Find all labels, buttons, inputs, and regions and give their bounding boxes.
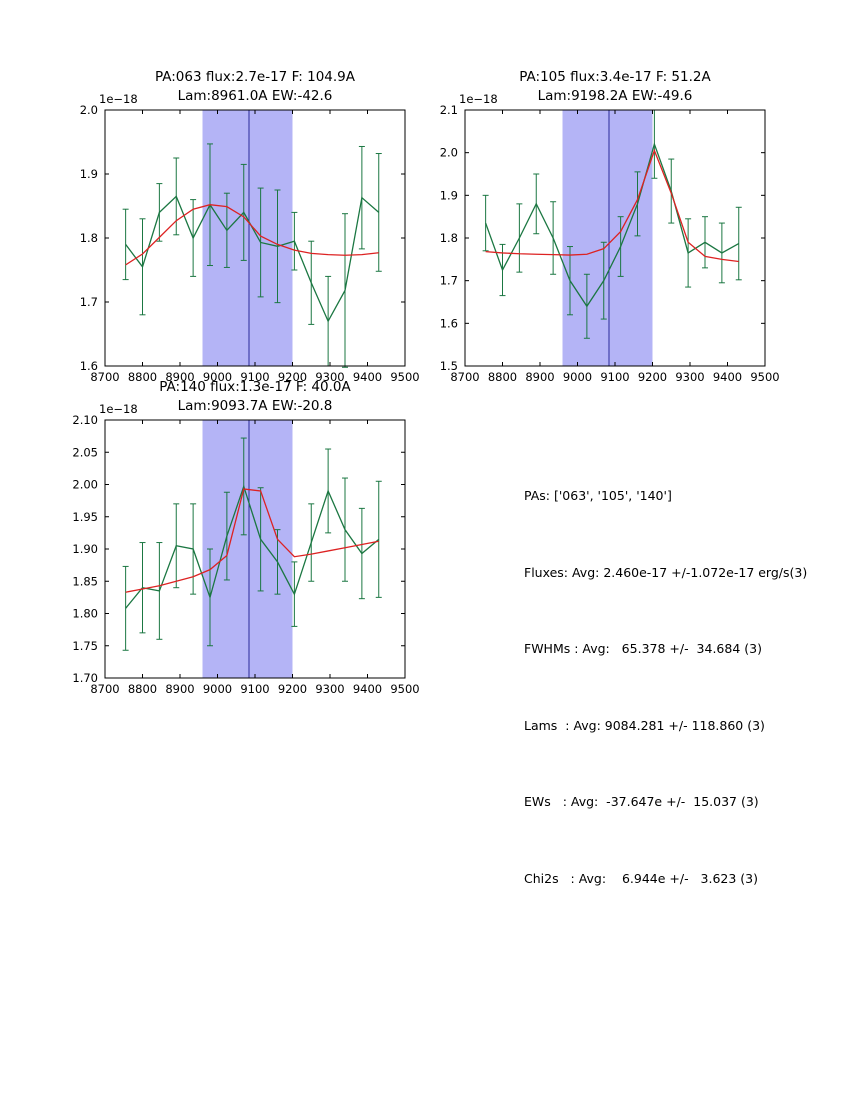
tick-labels: 8700 8800 8900 9000 9100 9200 9300 9400 9500 1.70… (72, 413, 419, 696)
chart-title-line2: Lam:9093.7A EW:-20.8 (177, 398, 333, 414)
summary-line-lams: Lams : Avg: 9084.281 +/- 118.860 (3) (524, 717, 765, 733)
y-tick-label: 1.7 (80, 295, 98, 309)
x-tick-label: 8700 (90, 370, 119, 384)
tick-labels: 8700 8800 8900 9000 9100 9200 9300 9400 9500 1.5 1… (440, 103, 780, 384)
y-tick-label: 1.70 (72, 671, 98, 685)
y-tick-label: 2.00 (72, 478, 98, 492)
x-tick-label: 8700 (450, 370, 479, 384)
data-line (125, 484, 380, 609)
x-tick-label: 8900 (165, 682, 194, 696)
y-tick-label: 2.10 (72, 413, 98, 427)
y-tick-label: 1.7 (440, 274, 458, 288)
x-tick-label: 9300 (675, 370, 704, 384)
summary-line-chi2s: Chi2s : Avg: 6.944e +/- 3.623 (3) (524, 870, 758, 886)
x-tick-label: 9200 (278, 682, 307, 696)
tick-marks (464, 109, 766, 367)
x-tick-label: 8900 (525, 370, 554, 384)
chart-title-line1: PA:140 flux:1.3e-17 F: 40.0A (159, 379, 351, 395)
y-tick-label: 2.1 (440, 103, 458, 117)
y-tick-label: 1.9 (80, 167, 98, 181)
x-tick-label: 9500 (390, 682, 419, 696)
fit-line (125, 204, 379, 266)
highlight-band (562, 110, 653, 366)
x-tick-label: 9100 (600, 370, 629, 384)
chart-title-pa105: PA:105 flux:3.4e-17 F: 51.2A Lam:9198.2A… (465, 68, 765, 106)
chart-pa063: 8700 8800 8900 9000 9100 9200 9300 9400 9500 1.6 1… (80, 92, 420, 384)
x-tick-label: 9000 (203, 370, 232, 384)
y-offset-label: 1e−18 (99, 92, 138, 106)
chart-title-line2: Lam:9198.2A EW:-49.6 (537, 88, 693, 104)
y-tick-label: 2.0 (80, 103, 98, 117)
y-tick-label: 1.9 (440, 188, 458, 202)
y-tick-label: 1.8 (80, 231, 98, 245)
y-tick-label: 1.8 (440, 231, 458, 245)
x-tick-label: 9000 (203, 682, 232, 696)
x-tick-label: 9400 (353, 682, 382, 696)
chart-title-pa063: PA:063 flux:2.7e-17 F: 104.9A Lam:8961.0… (105, 68, 405, 106)
chart-title-line1: PA:063 flux:2.7e-17 F: 104.9A (154, 69, 356, 85)
y-tick-label: 2.0 (440, 146, 458, 160)
y-tick-label: 1.95 (72, 510, 98, 524)
chart-title-pa140: PA:140 flux:1.3e-17 F: 40.0A Lam:9093.7A… (105, 378, 405, 416)
y-tick-label: 1.80 (72, 607, 98, 621)
x-tick-label: 9000 (563, 370, 592, 384)
fit-line (485, 148, 739, 263)
y-tick-label: 1.6 (80, 359, 98, 373)
y-tick-label: 1.6 (440, 316, 458, 330)
x-tick-label: 9200 (638, 370, 667, 384)
y-offset-label: 1e−18 (459, 92, 498, 106)
x-tick-label: 9200 (278, 370, 307, 384)
y-tick-label: 1.90 (72, 542, 98, 556)
x-tick-label: 8700 (90, 682, 119, 696)
summary-text: PAs: ['063', '105', '140'] Fluxes: Avg: … (524, 432, 807, 942)
summary-line-fluxes: Fluxes: Avg: 2.460e-17 +/-1.072e-17 erg/… (524, 564, 808, 580)
summary-line-fwhms: FWHMs : Avg: 65.378 +/- 34.684 (3) (524, 641, 762, 656)
highlight-band (202, 420, 293, 678)
x-tick-label: 9300 (315, 370, 344, 384)
y-tick-label: 1.85 (72, 574, 98, 588)
tick-labels: 8700 8800 8900 9000 9100 9200 9300 9400 9500 1.6 1… (80, 103, 420, 384)
y-tick-label: 2.05 (72, 445, 98, 459)
x-tick-label: 8800 (128, 370, 157, 384)
chart-pa140: 8700 8800 8900 9000 9100 9200 9300 9400 9500 1.70… (72, 402, 419, 696)
data-line (485, 142, 740, 308)
y-offset-label: 1e−18 (99, 402, 138, 416)
tick-marks (104, 109, 406, 367)
chart-pa105: 8700 8800 8900 9000 9100 9200 9300 9400 9500 1.5 1… (440, 92, 780, 384)
y-tick-label: 1.5 (440, 359, 458, 373)
tick-marks (104, 419, 406, 679)
x-tick-label: 8800 (488, 370, 517, 384)
chart-title-line1: PA:105 flux:3.4e-17 F: 51.2A (519, 69, 711, 85)
x-tick-label: 9400 (713, 370, 742, 384)
x-tick-label: 9500 (750, 370, 779, 384)
x-tick-label: 9300 (315, 682, 344, 696)
summary-line-pas: PAs: ['063', '105', '140'] (524, 488, 672, 503)
fit-line (125, 488, 379, 593)
x-tick-label: 8800 (128, 682, 157, 696)
summary-line-ews: EWs : Avg: -37.647e +/- 15.037 (3) (524, 794, 759, 809)
highlight-band (202, 110, 293, 366)
y-tick-label: 1.75 (72, 639, 98, 653)
x-tick-label: 9100 (240, 682, 269, 696)
chart-title-line2: Lam:8961.0A EW:-42.6 (177, 88, 333, 104)
x-tick-label: 8900 (165, 370, 194, 384)
x-tick-label: 9500 (390, 370, 419, 384)
x-tick-label: 9400 (353, 370, 382, 384)
x-tick-label: 9100 (240, 370, 269, 384)
